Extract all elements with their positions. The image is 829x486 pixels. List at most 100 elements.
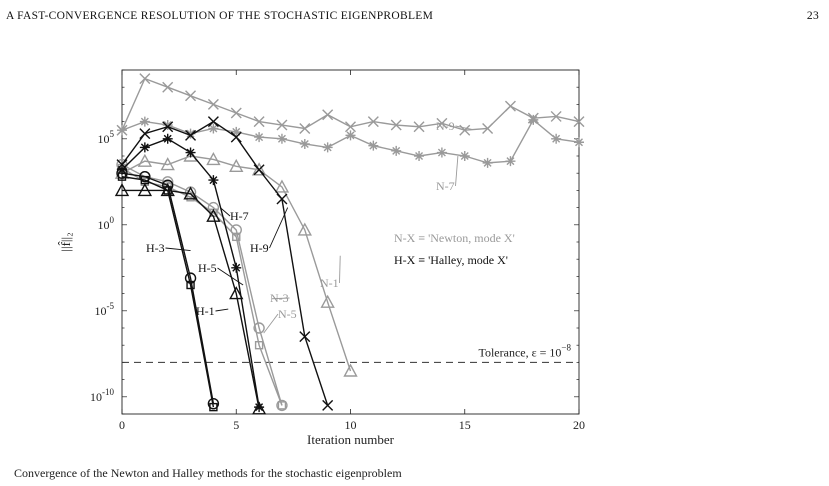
- y-tick-label: 105: [98, 129, 115, 146]
- x-marker: [230, 131, 242, 143]
- annotation-leader: [455, 125, 472, 130]
- running-header: A FAST-CONVERGENCE RESOLUTION OF THE STO…: [6, 10, 819, 26]
- star-marker: [139, 142, 150, 153]
- star-marker: [368, 140, 379, 151]
- x-tick-label: 10: [345, 418, 357, 432]
- x-marker: [162, 121, 174, 133]
- x-marker: [322, 399, 334, 411]
- series-line: [121, 172, 215, 404]
- x-marker: [253, 164, 265, 176]
- x-marker: [299, 331, 311, 343]
- star-marker: [391, 145, 402, 156]
- triangle-marker: [206, 151, 221, 166]
- page-number: 23: [806, 10, 819, 22]
- triangle-marker: [137, 182, 153, 197]
- series-n-5: [117, 163, 287, 410]
- x-axis-label: Iteration number: [307, 432, 395, 447]
- square-marker: [277, 401, 287, 410]
- star-marker: [117, 164, 127, 175]
- series-line: [122, 189, 260, 409]
- square-marker: [232, 232, 241, 242]
- x-marker: [413, 121, 425, 133]
- triangle-marker: [320, 294, 335, 308]
- triangle-marker: [160, 157, 175, 171]
- circle-marker: [230, 224, 242, 236]
- series-h-9: [116, 116, 334, 411]
- x-marker: [253, 116, 265, 128]
- square-marker: [254, 341, 264, 350]
- series-h-1: [117, 172, 218, 412]
- x-tick-label: 5: [233, 418, 239, 432]
- x-marker: [550, 110, 562, 122]
- x-marker: [573, 116, 585, 128]
- y-tick-label: 10-5: [95, 301, 115, 318]
- x-marker: [185, 129, 197, 141]
- y-tick-label: 10-10: [90, 387, 114, 404]
- x-marker: [207, 98, 219, 110]
- annotation-label-n-5: N-5: [278, 307, 297, 321]
- star-marker: [139, 116, 150, 127]
- x-marker: [116, 159, 128, 171]
- triangle-marker: [274, 179, 290, 193]
- annotation-leader: [219, 207, 231, 217]
- star-marker: [528, 114, 539, 125]
- triangle-marker: [114, 182, 130, 197]
- triangle-marker: [251, 401, 267, 415]
- triangle-marker: [229, 286, 244, 300]
- series-n-7: [117, 114, 584, 168]
- triangle-marker: [343, 363, 358, 377]
- triangle-marker: [229, 158, 244, 173]
- x-marker: [322, 109, 334, 121]
- annotation-leader: [215, 308, 229, 312]
- x-marker: [504, 100, 516, 112]
- annotation-leader: [269, 207, 289, 249]
- annotation-leader: [455, 155, 459, 187]
- running-title: A FAST-CONVERGENCE RESOLUTION OF THE STO…: [6, 10, 434, 22]
- annotation-label-n-1: N-1: [320, 276, 339, 290]
- star-marker: [185, 128, 196, 139]
- series-n-9: [116, 73, 585, 136]
- x-tick-label: 0: [119, 418, 125, 432]
- series-h-3: [116, 167, 220, 410]
- figure-caption: Convergence of the Newton and Halley met…: [14, 466, 402, 480]
- square-marker: [117, 172, 127, 181]
- annotation-label-h-9: H-9: [250, 241, 269, 255]
- annotation-label-h-7: H-7: [230, 209, 249, 223]
- x-marker: [367, 116, 379, 128]
- square-marker: [209, 402, 218, 412]
- series-line: [121, 175, 215, 408]
- annotation-leader: [263, 313, 279, 334]
- annotation-leader: [217, 267, 244, 286]
- x-marker: [390, 119, 402, 131]
- y-axis-label: ||f̂||₂: [58, 232, 73, 251]
- series-line: [121, 163, 283, 406]
- x-marker: [162, 81, 174, 93]
- star-marker: [414, 151, 425, 161]
- series-line: [121, 77, 580, 131]
- star-marker: [322, 142, 333, 153]
- triangle-marker: [137, 153, 153, 167]
- x-marker: [139, 128, 151, 140]
- x-marker: [185, 90, 197, 102]
- x-marker: [436, 117, 448, 129]
- star-marker: [162, 133, 173, 144]
- star-marker: [276, 133, 287, 144]
- annotation-label-h-1: H-1: [196, 304, 215, 318]
- series-n-3: [116, 158, 288, 412]
- star-marker: [551, 133, 562, 144]
- star-marker: [505, 156, 516, 167]
- circle-marker: [276, 399, 288, 412]
- x-marker: [139, 73, 151, 85]
- star-marker: [117, 125, 127, 136]
- x-tick-label: 20: [573, 418, 585, 432]
- annotation-leader: [165, 247, 191, 252]
- series-line: [121, 120, 329, 406]
- x-marker: [230, 107, 242, 119]
- triangle-marker: [297, 222, 312, 236]
- star-marker: [459, 151, 470, 161]
- triangle-marker: [251, 162, 267, 176]
- star-marker: [436, 147, 447, 158]
- annotation-leader: [271, 297, 290, 300]
- star-marker: [254, 132, 265, 143]
- x-marker: [276, 119, 288, 131]
